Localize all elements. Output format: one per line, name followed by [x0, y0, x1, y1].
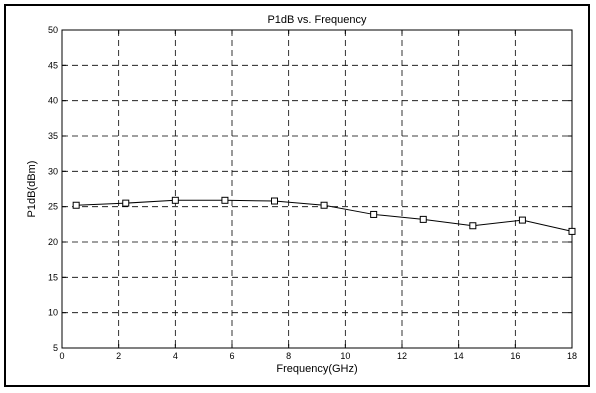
data-point-marker [469, 222, 477, 230]
x-tick-label: 10 [340, 351, 350, 361]
x-tick-labels: 0 2 4 6 8 10 12 14 16 18 [59, 351, 577, 361]
data-point-marker [518, 216, 526, 224]
grid [62, 30, 572, 348]
y-tick-label: 10 [48, 308, 58, 318]
y-tick-label: 40 [48, 96, 58, 106]
data-point-marker [370, 210, 378, 218]
data-point-marker [320, 201, 328, 209]
y-tick-label: 15 [48, 272, 58, 282]
y-tick-label: 30 [48, 166, 58, 176]
x-tick-label: 0 [59, 351, 64, 361]
data-point-marker [568, 227, 576, 235]
y-tick-label: 25 [48, 202, 58, 212]
data-point-marker [72, 201, 80, 209]
data-point-marker [122, 199, 130, 207]
x-tick-label: 8 [286, 351, 291, 361]
x-tick-label: 4 [173, 351, 178, 361]
x-tick-label: 16 [510, 351, 520, 361]
x-tick-label: 6 [229, 351, 234, 361]
y-tick-label: 20 [48, 237, 58, 247]
y-tick-label: 45 [48, 60, 58, 70]
y-tick-labels: 5 10 15 20 25 30 35 40 45 50 [48, 25, 58, 353]
data-markers [72, 196, 576, 235]
y-tick-label: 50 [48, 25, 58, 35]
axis-ticks [61, 29, 573, 349]
chart-title: P1dB vs. Frequency [267, 14, 367, 26]
plot-area [61, 29, 573, 349]
x-tick-label: 12 [397, 351, 407, 361]
x-tick-label: 18 [567, 351, 577, 361]
data-point-marker [221, 196, 229, 204]
y-axis-label: P1dB(dBm) [26, 161, 38, 218]
x-tick-label: 2 [116, 351, 121, 361]
x-tick-label: 14 [454, 351, 464, 361]
y-tick-label: 5 [53, 343, 58, 353]
data-point-marker [419, 215, 427, 223]
figure-frame [4, 4, 590, 387]
x-axis-label: Frequency(GHz) [276, 363, 357, 375]
data-point-marker [171, 196, 179, 204]
data-point-marker [271, 197, 278, 205]
y-tick-label: 35 [48, 131, 58, 141]
